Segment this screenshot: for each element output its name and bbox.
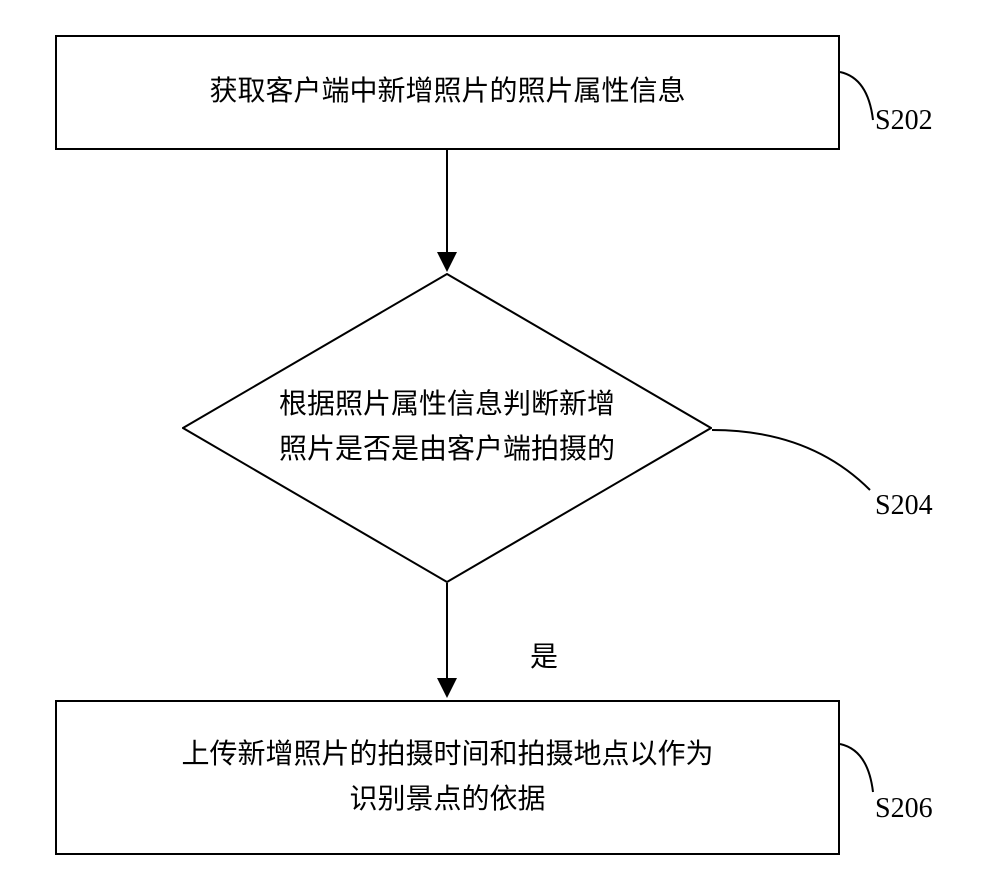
- process-box-3-line1: 上传新增照片的拍摄时间和拍摄地点以作为: [181, 733, 713, 778]
- decision-diamond: 根据照片属性信息判断新增 照片是否是由客户端拍摄的: [182, 273, 712, 583]
- process-box-3: 上传新增照片的拍摄时间和拍摄地点以作为 识别景点的依据: [55, 700, 840, 855]
- decision-text-line1: 根据照片属性信息判断新增: [182, 383, 712, 428]
- process-box-3-text: 上传新增照片的拍摄时间和拍摄地点以作为 识别景点的依据: [181, 733, 713, 823]
- decision-text: 根据照片属性信息判断新增 照片是否是由客户端拍摄的: [182, 383, 712, 473]
- arrow-1-line: [446, 150, 448, 258]
- decision-text-line2: 照片是否是由客户端拍摄的: [182, 428, 712, 473]
- label-s202: S202: [875, 105, 933, 137]
- connector-s206: [838, 742, 883, 797]
- arrow-1-head: [437, 252, 457, 272]
- arrow-2-head: [437, 678, 457, 698]
- process-box-1-text: 获取客户端中新增照片的照片属性信息: [209, 70, 685, 115]
- connector-s204: [710, 420, 880, 495]
- process-box-3-line2: 识别景点的依据: [181, 778, 713, 823]
- arrow-2-line: [446, 583, 448, 680]
- label-yes: 是: [530, 635, 558, 675]
- label-s206: S206: [875, 793, 933, 825]
- label-s204: S204: [875, 490, 933, 522]
- process-box-1: 获取客户端中新增照片的照片属性信息: [55, 35, 840, 150]
